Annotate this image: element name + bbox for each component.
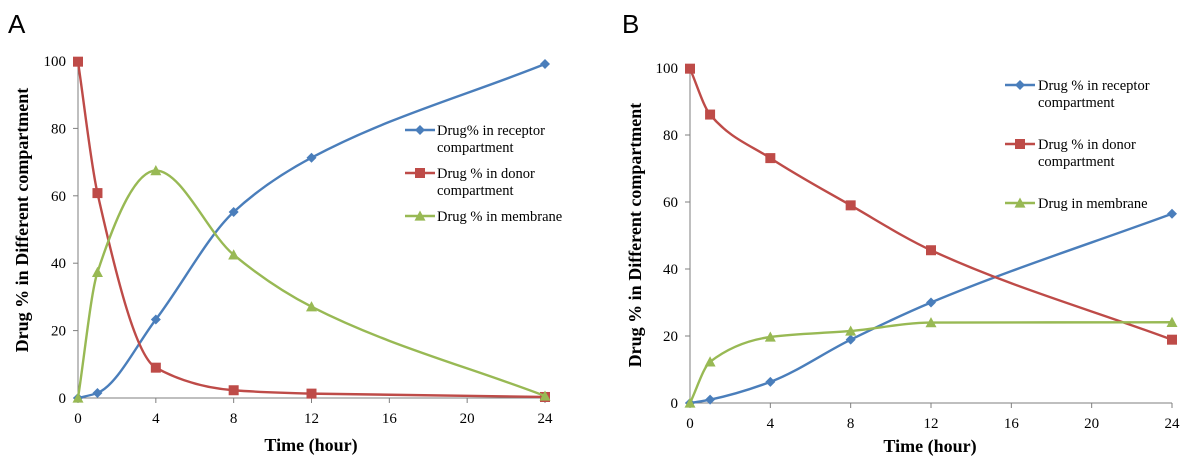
panel-a-x-tick-label: 16: [382, 411, 398, 427]
panel-b-data-point-receptor: [845, 334, 856, 345]
panel-a-data-point-membrane: [539, 390, 551, 401]
panel-b-legend-marker-receptor: [1015, 80, 1025, 90]
panel-a-plot-area: [72, 56, 551, 403]
panel-a-x-axis-title: Time (hour): [264, 435, 357, 456]
panel-b-x-tick-label: 0: [686, 416, 694, 432]
panel-a-x-axis: 0 4 8 12 16 20 24: [74, 397, 554, 427]
panel-b-x-tick-label: 24: [1165, 416, 1181, 432]
panel-a-data-point-receptor: [150, 314, 161, 325]
panel-b-data-point-donor: [765, 153, 776, 164]
panel-a-data-point-donor: [73, 56, 83, 67]
panel-a-legend-marker-membrane: [414, 210, 426, 221]
panel-b-data-point-membrane: [845, 325, 857, 336]
panel-a-y-tick-label: 80: [51, 121, 66, 137]
panel-a-series-line-membrane: [76, 169, 546, 399]
panel-b-label: B: [622, 9, 639, 39]
panel-a-y-tick-label: 0: [59, 391, 67, 407]
panel-b-x-axis: 0 4 8 12 16 20 24: [686, 402, 1181, 432]
panel-b-legend-label-receptor: Drug % in receptor: [1038, 78, 1150, 94]
panel-a-x-tick-label: 20: [460, 411, 475, 427]
panel-b-x-tick-label: 8: [847, 416, 855, 432]
panel-b-data-point-receptor: [765, 376, 776, 387]
panel-a-label: A: [8, 9, 26, 39]
panel-b-data-point-membrane: [764, 331, 776, 342]
panel-b-data-point-receptor: [926, 297, 936, 308]
panel-a-x-tick-label: 12: [304, 411, 319, 427]
panel-a-data-point-membrane: [228, 249, 240, 260]
panel-a-data-point-membrane: [306, 301, 317, 312]
panel-b-series-line-membrane: [688, 321, 1173, 404]
panel-a-data-point-donor: [228, 385, 239, 396]
panel-b: B 0 20 40 60 80 100 0 4 8 12 16 20 24 Drug % in rec…: [622, 9, 1180, 457]
panel-b-data-point-membrane: [1166, 316, 1178, 327]
panel-a-legend-label-receptor: compartment: [437, 140, 514, 156]
panel-b-y-tick-label: 0: [671, 396, 679, 412]
panel-b-data-point-donor: [845, 200, 856, 211]
panel-b-data-point-receptor: [1167, 208, 1177, 219]
panel-a-series-line-donor: [76, 61, 546, 399]
panel-a-data-point-membrane: [150, 165, 162, 176]
panel-b-y-tick-label: 60: [663, 195, 678, 211]
panel-a-y-tick-label: 20: [51, 324, 66, 340]
panel-b-legend-label-membrane: Drug in membrane: [1038, 196, 1148, 212]
panel-b-data-point-donor: [705, 109, 716, 120]
panel-a-series-line-receptor: [77, 62, 546, 400]
panel-a-data-point-donor: [92, 188, 103, 199]
panel-a-data-point-donor: [150, 362, 161, 373]
panel-b-y-tick-label: 80: [663, 128, 678, 144]
panel-b-data-point-donor: [926, 245, 936, 256]
panel-b-series-line-receptor: [689, 212, 1173, 405]
panel-a-data-point-receptor: [92, 387, 103, 398]
panel-b-data-point-membrane: [684, 397, 696, 408]
panel-a-data-point-receptor: [306, 152, 317, 163]
panel-a-data-point-membrane: [72, 392, 84, 403]
panel-b-plot-area: [684, 63, 1178, 408]
panel-a-x-tick-label: 24: [538, 411, 554, 427]
panel-a-y-tick-label: 40: [51, 256, 66, 272]
panel-a-x-tick-label: 4: [152, 411, 160, 427]
panel-a-data-point-membrane: [91, 266, 103, 277]
panel-b-y-axis: 0 20 40 60 80 100: [656, 61, 691, 412]
panel-a-y-tick-label: 100: [44, 54, 67, 70]
panel-b-legend-label-receptor: compartment: [1038, 95, 1115, 111]
panel-a-x-tick-label: 8: [230, 411, 238, 427]
panel-b-data-point-receptor: [705, 394, 716, 405]
panel-b-x-axis-title: Time (hour): [883, 436, 976, 457]
panel-a-legend-label-membrane: Drug % in membrane: [437, 209, 562, 225]
panel-b-data-point-membrane: [704, 356, 716, 367]
panel-a-data-point-receptor: [540, 59, 550, 70]
panel-b-legend-marker-donor: [1015, 139, 1025, 149]
panel-b-legend-label-donor: Drug % in donor: [1038, 137, 1136, 153]
panel-b-data-point-donor: [685, 63, 695, 74]
panel-b-legend-marker-membrane: [1014, 197, 1026, 208]
panel-b-y-tick-label: 100: [656, 61, 679, 77]
panel-a-data-point-receptor: [228, 206, 239, 217]
panel-b-x-tick-label: 12: [924, 416, 939, 432]
panel-a-y-axis-title: Drug % in Different compartment: [12, 88, 32, 353]
panel-a-x-tick-label: 0: [74, 411, 82, 427]
panel-a-legend-marker-receptor: [415, 125, 425, 135]
panel-a: A 0 20 40 60 80 100 0 4 8 12 16 20 24 Drug% in rece…: [8, 9, 562, 456]
panel-b-y-tick-label: 40: [663, 262, 678, 278]
panel-b-x-tick-label: 4: [767, 416, 775, 432]
panel-a-y-axis: 0 20 40 60 80 100: [44, 54, 79, 407]
panel-b-data-point-membrane: [925, 317, 937, 328]
panel-a-legend-label-receptor: Drug% in receptor: [437, 123, 545, 139]
panel-b-y-axis-title: Drug % in Different compartment: [625, 103, 645, 368]
panel-a-legend-marker-donor: [415, 168, 425, 178]
panel-b-x-tick-label: 16: [1004, 416, 1020, 432]
panel-a-data-point-donor: [306, 388, 317, 399]
panel-b-data-point-donor: [1167, 334, 1177, 345]
panel-a-legend-label-donor: compartment: [437, 183, 514, 199]
panel-b-y-tick-label: 20: [663, 329, 678, 345]
panel-b-legend-label-donor: compartment: [1038, 154, 1115, 170]
panel-a-legend-label-donor: Drug % in donor: [437, 166, 535, 182]
panel-a-y-tick-label: 60: [51, 189, 66, 205]
panel-b-x-tick-label: 20: [1084, 416, 1099, 432]
